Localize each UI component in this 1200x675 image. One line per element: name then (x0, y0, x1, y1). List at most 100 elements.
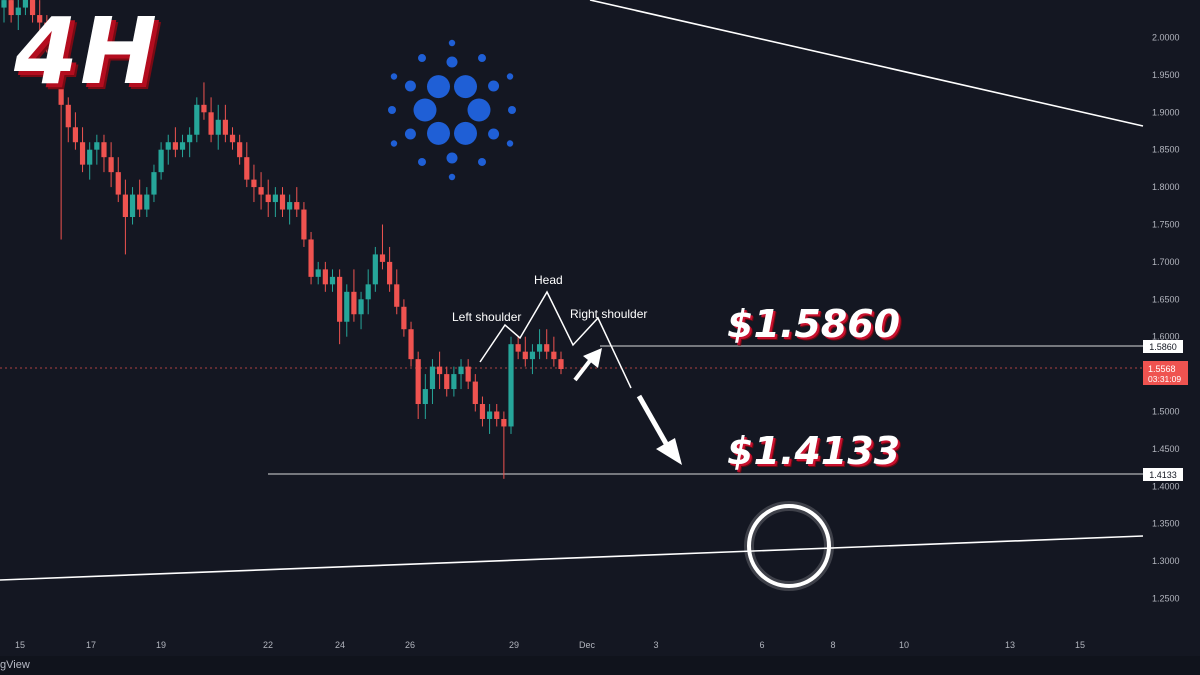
candle-body (108, 157, 114, 173)
candle-body (65, 104, 71, 128)
candle-body (465, 366, 471, 382)
candle-body (508, 344, 514, 427)
cardano-logo (388, 39, 516, 181)
candle-body (22, 0, 29, 8)
time-tick-label: 8 (830, 640, 835, 650)
candle (287, 194, 293, 225)
candle (265, 179, 271, 218)
candle (536, 329, 543, 360)
candle-body (58, 74, 64, 105)
time-tick-label: Dec (579, 640, 596, 650)
candle (522, 336, 528, 367)
candle (501, 411, 507, 479)
candlestick-series (1, 0, 564, 479)
candle (229, 127, 236, 150)
candle-body (544, 344, 550, 352)
current-price-tag: 1.5568 03:31:09 (1143, 361, 1188, 385)
candle-body (187, 134, 193, 143)
logo-dot (448, 39, 456, 47)
price-tick-label: 1.2500 (1152, 594, 1180, 604)
logo-dot (413, 98, 437, 122)
time-tick-label: 15 (1075, 640, 1085, 650)
lower-price-callout: $1.4133 (727, 429, 901, 473)
candle (115, 157, 121, 203)
logo-dot (390, 140, 398, 147)
descending-trendline[interactable] (589, 0, 1144, 127)
candle-body (115, 172, 121, 195)
candle-body (372, 254, 378, 285)
candle (44, 15, 50, 53)
left-shoulder-label: Left shoulder (452, 310, 522, 324)
candle (344, 284, 350, 337)
candle-body (208, 112, 214, 135)
candle-body (279, 194, 286, 210)
candle-body (79, 142, 86, 165)
candle-body (329, 276, 336, 285)
candle-body (244, 157, 250, 180)
candle (322, 261, 328, 292)
candle (179, 134, 186, 158)
candle-body (494, 411, 500, 419)
resistance-price-tag: 1.5860 (1143, 340, 1183, 353)
price-tick-label: 2.0000 (1152, 33, 1180, 43)
candle (494, 404, 500, 427)
candle (529, 344, 536, 375)
candle (444, 366, 450, 397)
candle-body (429, 366, 436, 390)
candle-body (37, 15, 43, 23)
head-and-shoulders-pattern[interactable] (479, 290, 632, 389)
candle-body (222, 119, 228, 135)
logo-dot (508, 106, 516, 114)
candle (237, 134, 243, 165)
candle-body (408, 329, 414, 360)
candle (544, 329, 550, 360)
candle (551, 336, 557, 367)
candle (387, 246, 393, 292)
candle (465, 359, 471, 390)
logo-dot (488, 128, 500, 140)
candle (65, 97, 71, 143)
candle (458, 359, 464, 390)
candle-body (251, 179, 257, 188)
ascending-trendline[interactable] (0, 535, 1144, 581)
candle (372, 246, 378, 292)
logo-dot (446, 152, 458, 164)
candle-body (387, 261, 393, 285)
candle-body (144, 194, 150, 210)
time-tick-label: 19 (156, 640, 166, 650)
price-tick-label: 1.7500 (1152, 220, 1180, 230)
candle-body (394, 284, 400, 307)
candle-body (51, 44, 57, 75)
candle-body (337, 276, 343, 322)
candle (94, 134, 100, 165)
candle-body (451, 374, 457, 390)
logo-dot (506, 73, 514, 80)
candle-body (129, 194, 136, 218)
candle-body (258, 187, 264, 195)
time-axis[interactable]: 15 17 19 22 24 26 29 Dec 3 6 8 10 13 15 (15, 640, 1085, 650)
candle (472, 374, 478, 412)
logo-dot (388, 106, 396, 114)
candle-body (265, 194, 271, 203)
logo-dot (390, 73, 398, 80)
right-shoulder-label: Right shoulder (570, 307, 648, 321)
candle-body (272, 194, 278, 203)
candle-body (15, 7, 21, 16)
candle-countdown: 03:31:09 (1148, 374, 1181, 384)
candle-body (194, 104, 200, 135)
candle-body (87, 149, 93, 165)
candle-body (172, 142, 178, 150)
time-tick-label: 26 (405, 640, 415, 650)
logo-dot (427, 121, 450, 145)
candle (37, 0, 43, 38)
candle-body (301, 209, 307, 240)
candle (72, 112, 79, 150)
time-tick-label: 6 (759, 640, 764, 650)
logo-dot (418, 157, 426, 166)
logo-dot (506, 140, 514, 147)
candle (422, 374, 428, 419)
candle (415, 351, 421, 419)
price-tick-label: 1.4500 (1152, 444, 1180, 454)
candle-body (344, 291, 350, 322)
